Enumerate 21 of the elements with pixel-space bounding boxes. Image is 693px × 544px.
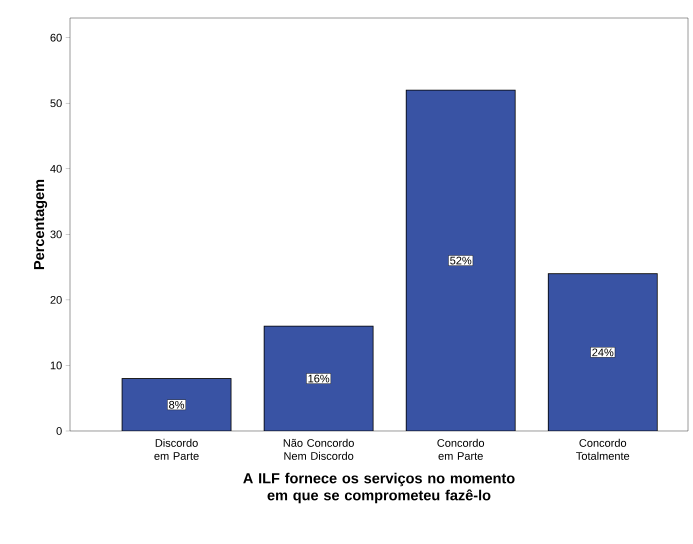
y-tick-label: 20 — [50, 296, 62, 304]
x-tick-label: Discordo em Parte — [154, 438, 199, 460]
bar — [406, 90, 516, 431]
bar — [122, 378, 232, 431]
x-tick-label: Não Concordo Nem Discordo — [284, 438, 354, 460]
y-tick-label: 40 — [50, 164, 62, 173]
x-tick-label: Concordo em Parte — [437, 438, 484, 460]
bar — [264, 326, 374, 431]
data-label: 8% — [169, 400, 184, 409]
y-tick-label: 30 — [50, 230, 62, 238]
x-tick-label: Concordo Totalmente — [576, 438, 630, 460]
y-axis-title: Percentagem — [34, 180, 48, 270]
y-tick-label: 50 — [50, 99, 62, 108]
data-label: 24% — [592, 348, 614, 356]
x-axis-title: A ILF fornece os serviços no momento em que se comprometeu fazê-lo — [243, 472, 515, 504]
y-tick-label: 0 — [56, 427, 62, 435]
bar — [548, 273, 658, 431]
data-label: 16% — [308, 374, 330, 382]
data-label: 52% — [450, 256, 472, 264]
y-tick-label: 10 — [50, 362, 62, 370]
y-tick-label: 60 — [50, 34, 62, 42]
